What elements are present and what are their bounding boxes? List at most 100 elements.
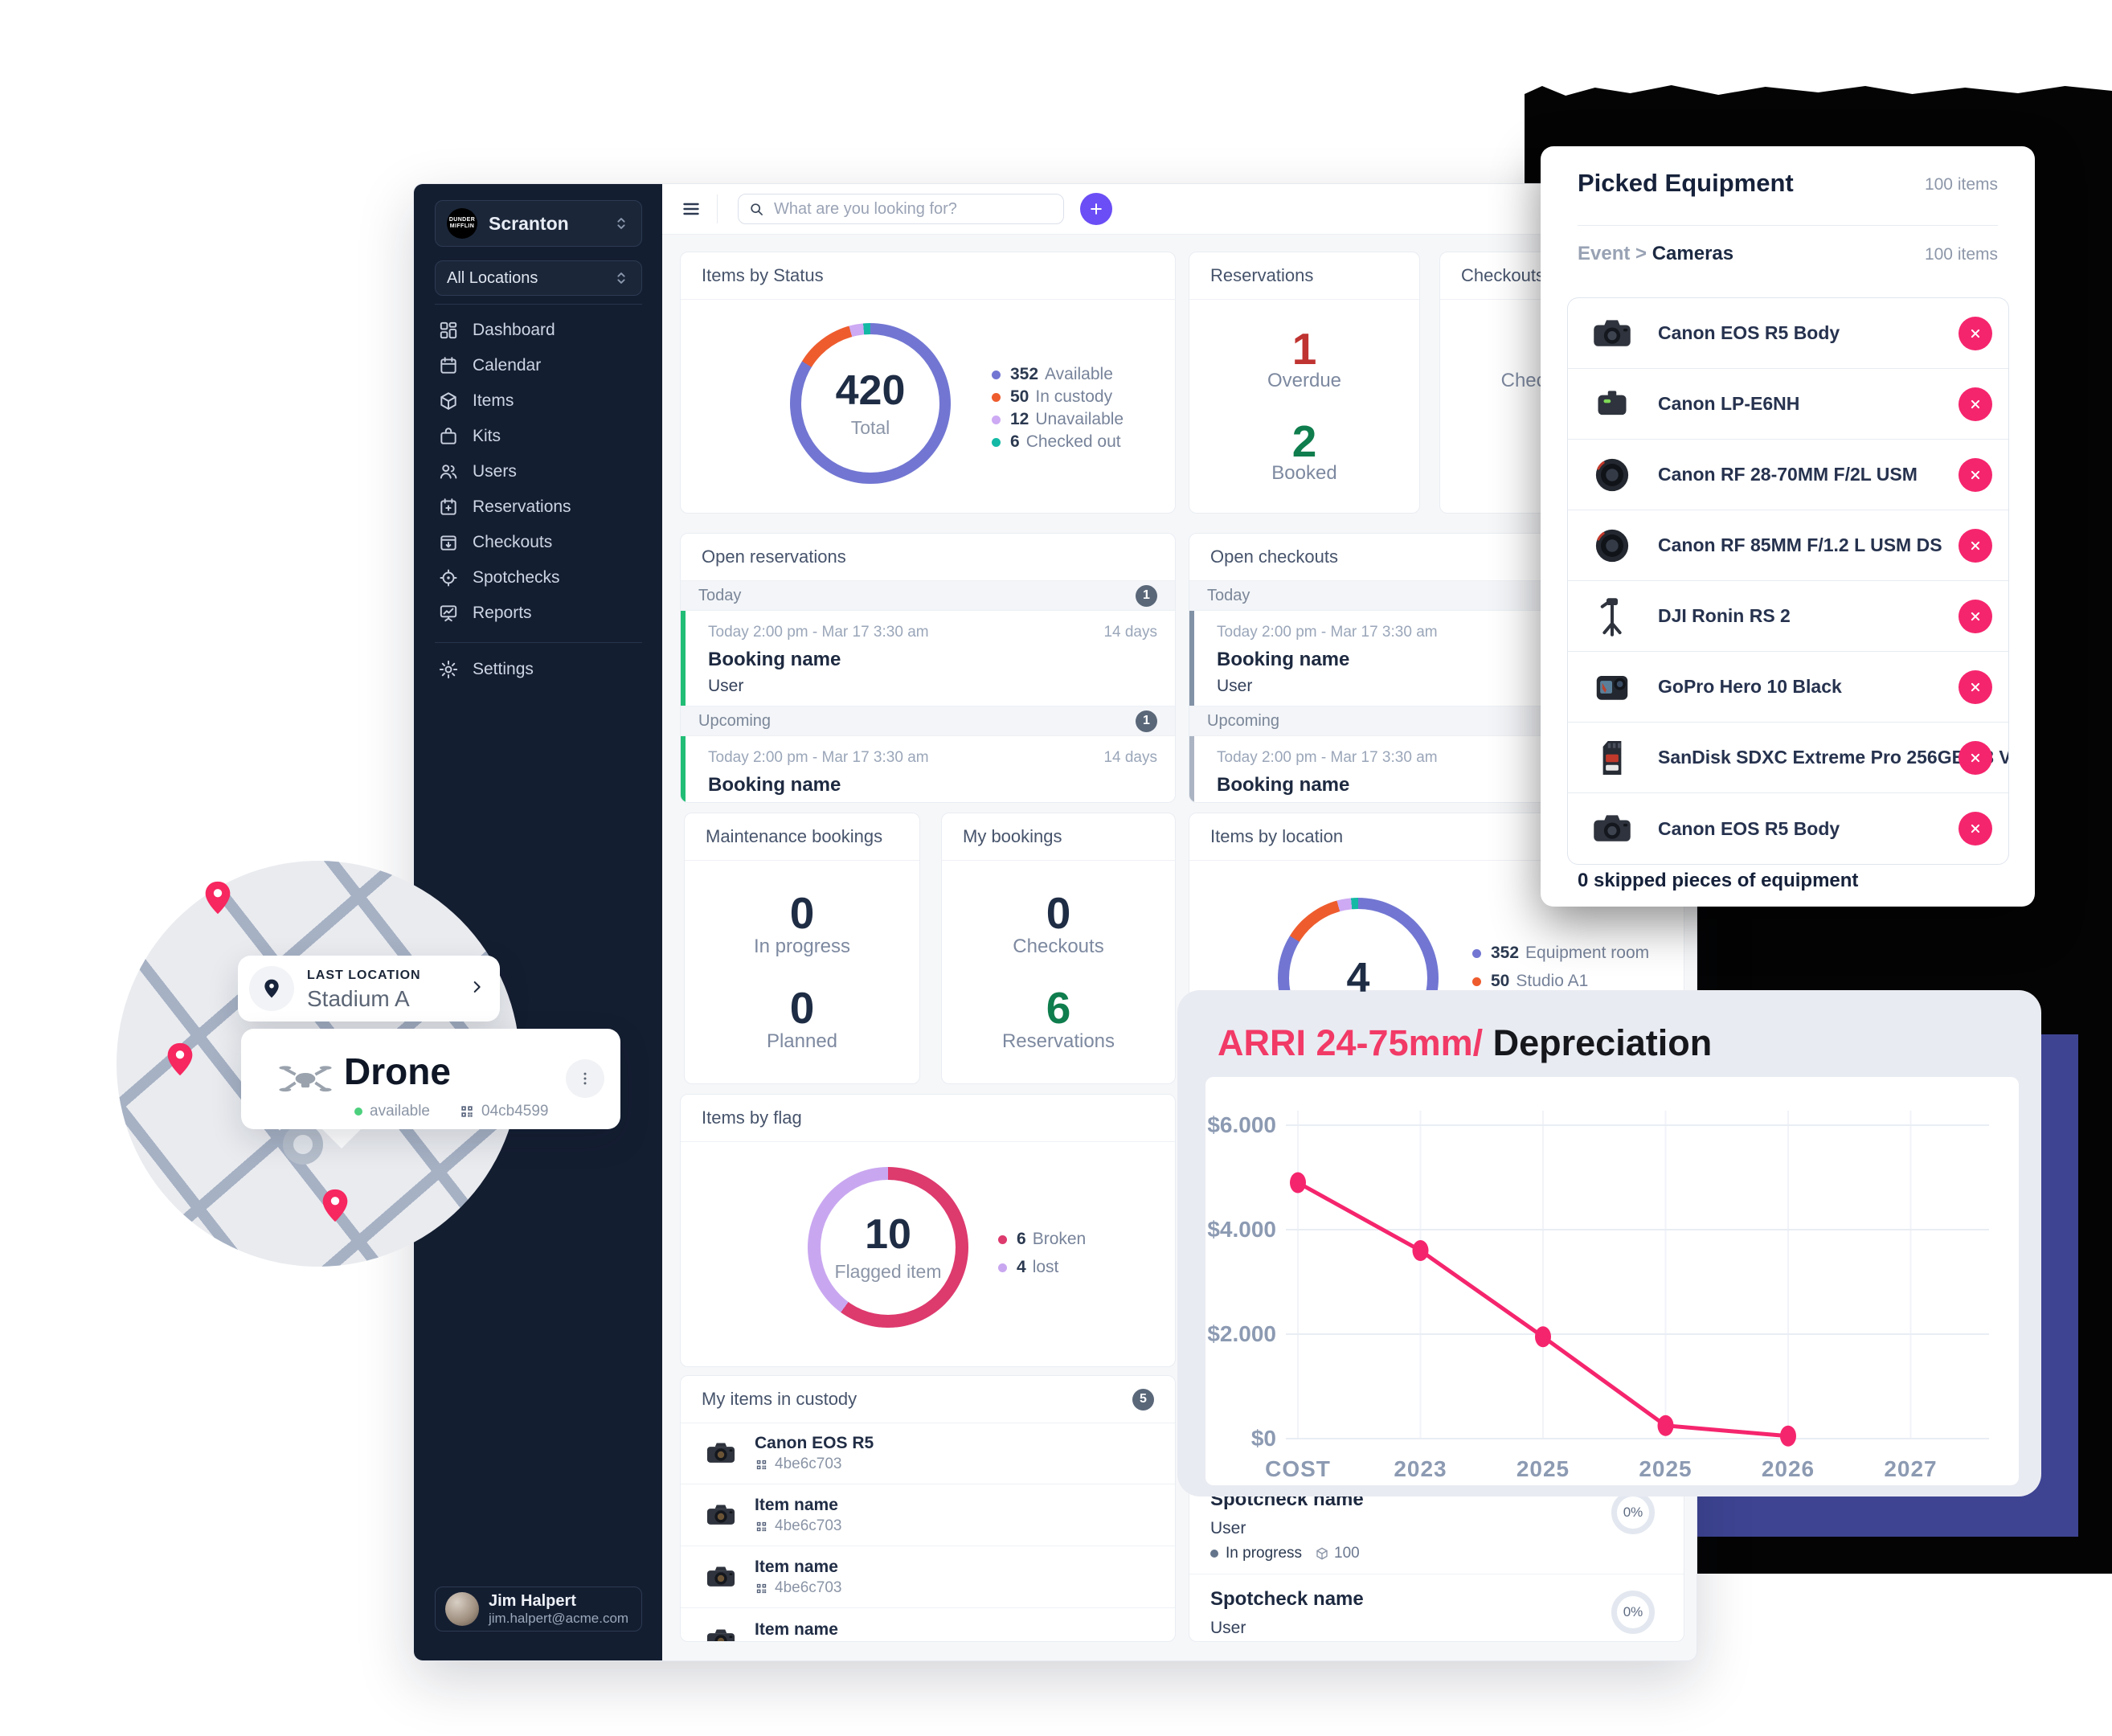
equipment-row[interactable]: Canon RF 28-70MM F/2L USM xyxy=(1568,440,2008,510)
sidebar-item-kits[interactable]: Kits xyxy=(414,419,662,454)
location-switcher[interactable]: All Locations xyxy=(435,260,642,296)
picked-equipment-panel: Picked Equipment 100 items Event > Camer… xyxy=(1541,146,2035,907)
user-name: Jim Halpert xyxy=(489,1592,576,1610)
camera-thumb-icon xyxy=(706,1629,735,1641)
close-icon xyxy=(1971,824,1980,833)
sidebar-item-spotchecks[interactable]: Spotchecks xyxy=(414,560,662,596)
remove-item-button[interactable] xyxy=(1959,670,1992,704)
qr-code-icon xyxy=(756,1460,767,1469)
reservation-entry[interactable]: Today 2:00 pm - Mar 17 3:30 am Booking n… xyxy=(681,611,1175,721)
sidebar-item-items[interactable]: Items xyxy=(414,383,662,419)
org-logo: DUNDER MIFFLIN xyxy=(447,208,477,239)
sidebar-item-reservations[interactable]: Reservations xyxy=(414,489,662,525)
equipment-row[interactable]: Canon EOS R5 Body xyxy=(1568,298,2008,369)
map-pin-icon[interactable] xyxy=(317,1179,354,1232)
remove-item-button[interactable] xyxy=(1959,387,1992,421)
breadcrumb-count: 100 items xyxy=(1924,245,1998,264)
card-title: My bookings xyxy=(963,826,1062,846)
availability-status: available xyxy=(370,1103,430,1120)
map-pin-icon[interactable] xyxy=(162,1033,199,1086)
custody-item[interactable]: Item name 4be6c703 xyxy=(681,1484,1175,1546)
equipment-row[interactable]: Canon EOS R5 Body xyxy=(1568,793,2008,864)
section-upcoming: Upcoming 1 xyxy=(681,706,1175,736)
sidebar-item-settings[interactable]: Settings xyxy=(414,652,662,687)
equipment-row[interactable]: Canon LP-E6NH xyxy=(1568,369,2008,440)
map-item-marker[interactable] xyxy=(283,1124,323,1165)
add-button[interactable] xyxy=(1080,193,1112,225)
gimbal-thumb-icon xyxy=(1587,594,1637,639)
breadcrumb[interactable]: Event > Cameras xyxy=(1578,243,1734,264)
items-by-location-donut: 4 xyxy=(1278,898,1439,1058)
remove-item-button[interactable] xyxy=(1959,812,1992,845)
remove-item-button[interactable] xyxy=(1959,741,1992,775)
global-search[interactable] xyxy=(738,194,1064,224)
count-badge: 5 xyxy=(1132,1388,1154,1410)
sidebar-item-reports[interactable]: Reports xyxy=(414,596,662,631)
remove-item-button[interactable] xyxy=(1959,529,1992,563)
search-input[interactable] xyxy=(772,199,1054,219)
sidebar-divider xyxy=(435,642,642,643)
user-menu[interactable]: Jim Halpert jim.halpert@acme.com xyxy=(435,1587,642,1632)
section-today: Today 1 xyxy=(681,580,1175,611)
sidebar-item-dashboard[interactable]: Dashboard xyxy=(414,313,662,348)
close-icon xyxy=(1971,541,1980,551)
equipment-row[interactable]: Canon RF 85MM F/1.2 L USM DS xyxy=(1568,510,2008,581)
custody-item[interactable]: Canon EOS R5 4be6c703 xyxy=(681,1423,1175,1484)
checkout-entry[interactable]: Today 2:00 pm - Mar 17 3:30 am Booking n… xyxy=(1189,736,1684,802)
close-icon xyxy=(1971,682,1980,692)
qr-code-icon xyxy=(756,1583,767,1593)
equipment-row[interactable]: DJI Ronin RS 2 xyxy=(1568,581,2008,652)
map-item-title: Drone xyxy=(344,1050,451,1092)
svg-text:2025: 2025 xyxy=(1516,1456,1570,1481)
status-dot xyxy=(354,1108,362,1116)
spotcheck-status: In progress 100 xyxy=(1210,1545,1360,1562)
my-reservations-count: 6 xyxy=(1046,983,1071,1033)
depreciation-title: ARRI 24-75mm/ Depreciation xyxy=(1218,1022,1712,1064)
reservation-entry[interactable]: Today 2:00 pm - Mar 17 3:30 am Booking n… xyxy=(681,736,1175,802)
map-pin-icon[interactable] xyxy=(199,871,236,924)
cube-icon xyxy=(1316,1547,1328,1560)
card-title: Open checkouts xyxy=(1210,547,1338,567)
card-title: My items in custody xyxy=(702,1389,857,1409)
users-icon xyxy=(440,465,457,479)
in-progress-label: In progress xyxy=(753,936,851,957)
gear-icon xyxy=(439,660,458,679)
map-item-popup[interactable]: Drone available 04cb4599 xyxy=(241,1029,620,1129)
sidebar-item-checkouts[interactable]: Checkouts xyxy=(414,525,662,560)
map-pin-icon xyxy=(264,979,279,998)
custody-item[interactable]: Item name 4be6c703 xyxy=(681,1546,1175,1608)
remove-item-button[interactable] xyxy=(1959,458,1992,492)
item-menu-button[interactable] xyxy=(566,1059,604,1098)
legend-item: 6 Checked out xyxy=(992,432,1121,452)
planned-count: 0 xyxy=(789,983,815,1033)
card-title: Open reservations xyxy=(702,547,846,567)
topbar xyxy=(662,184,1697,235)
ellipsis-vertical-icon xyxy=(583,1072,587,1085)
equipment-row[interactable]: SanDisk SDXC Extreme Pro 256GB U3 V xyxy=(1568,723,2008,793)
hamburger-menu-icon[interactable] xyxy=(680,199,702,219)
card-title: Items by location xyxy=(1210,826,1344,846)
remove-item-button[interactable] xyxy=(1959,600,1992,633)
org-name: Scranton xyxy=(489,212,569,234)
status-dot xyxy=(1210,1550,1218,1558)
equipment-row[interactable]: GoPro Hero 10 Black xyxy=(1568,652,2008,723)
user-email: jim.halpert@acme.com xyxy=(489,1611,629,1626)
sidebar-item-label: Calendar xyxy=(473,356,542,375)
sidebar-item-calendar[interactable]: Calendar xyxy=(414,348,662,383)
overdue-count: 1 xyxy=(1291,324,1317,374)
my-reservations-label: Reservations xyxy=(1001,1030,1115,1052)
legend-item: 50 In custody xyxy=(992,387,1112,407)
custody-item[interactable]: Item name 4be6c703 xyxy=(681,1608,1175,1641)
chevron-right-icon[interactable] xyxy=(468,978,485,996)
qr-code-icon xyxy=(756,1521,767,1531)
org-switcher[interactable]: DUNDER MIFFLIN Scranton xyxy=(435,200,642,247)
remove-item-button[interactable] xyxy=(1959,317,1992,350)
box-arrow-down-icon xyxy=(440,535,456,551)
last-location-popup[interactable]: LAST LOCATION Stadium A xyxy=(238,956,500,1022)
count-badge: 1 xyxy=(1136,710,1157,732)
pin-badge xyxy=(249,966,294,1011)
sidebar-item-users[interactable]: Users xyxy=(414,454,662,489)
sidebar-item-label: Settings xyxy=(473,660,534,678)
progress-ring: 0% xyxy=(1611,1491,1655,1534)
